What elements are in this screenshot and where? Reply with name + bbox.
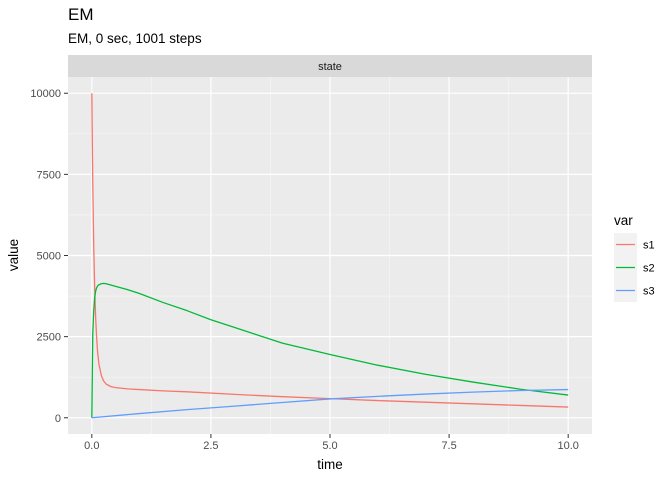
- legend-label-s1: s1: [643, 240, 655, 252]
- facet-strip-label: state: [318, 61, 342, 73]
- y-tick-label: 5000: [37, 251, 61, 263]
- chart-subtitle: EM, 0 sec, 1001 steps: [68, 31, 202, 46]
- y-axis-title: value: [6, 239, 21, 271]
- y-tick-label: 10000: [30, 88, 61, 100]
- x-axis-title: time: [317, 457, 343, 472]
- series-line-s1: [91, 93, 569, 408]
- x-tick-label: 0.0: [84, 440, 99, 452]
- facet-strip: [68, 55, 592, 77]
- y-tick-label: 7500: [37, 169, 61, 181]
- x-tick-label: 2.5: [203, 440, 218, 452]
- x-tick-label: 5.0: [322, 440, 337, 452]
- legend: var s1 s2 s3: [614, 213, 655, 302]
- y-tick-label: 2500: [37, 332, 61, 344]
- chart-title: EM: [68, 5, 94, 24]
- x-tick-label: 10.0: [557, 440, 578, 452]
- x-tick-label: 7.5: [441, 440, 456, 452]
- series-line-s3: [91, 388, 569, 419]
- legend-label-s3: s3: [643, 286, 655, 298]
- y-tick-label: 0: [55, 413, 61, 425]
- series-lines: [91, 93, 569, 419]
- legend-label-s2: s2: [643, 263, 655, 275]
- legend-title: var: [614, 213, 633, 228]
- series-line-s2: [91, 282, 569, 418]
- axes: 0.0 2.5 5.0 7.5 10.0 0 2500 5000 7500 10000: [30, 88, 578, 452]
